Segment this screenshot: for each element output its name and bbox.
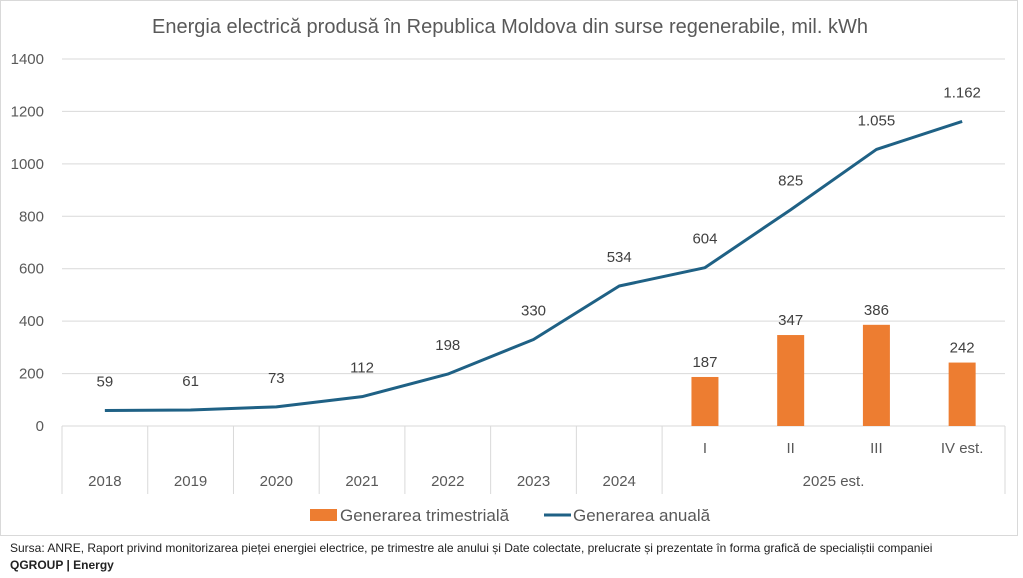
bar [777, 335, 805, 426]
line-data-label: 112 [350, 360, 374, 377]
bar [862, 324, 890, 426]
category-sublabel: II [787, 440, 795, 457]
bar-data-label: 386 [864, 302, 889, 319]
category-sublabel: III [870, 440, 883, 457]
category-group-label: 2022 [431, 473, 464, 490]
y-tick-label: 200 [19, 366, 44, 383]
category-group-label: 2023 [517, 473, 550, 490]
y-tick-label: 0 [36, 418, 44, 435]
bar-data-label: 347 [778, 312, 803, 329]
legend-label-anuala: Generarea anuală [573, 506, 711, 525]
line-data-label: 604 [692, 231, 717, 248]
line-series [104, 119, 963, 413]
line-data-label: 61 [182, 373, 199, 390]
y-axis-ticks: 0 200 400 600 800 1000 1200 1400 [11, 51, 44, 435]
line-data-label: 534 [607, 249, 632, 266]
chart-title: Energia electrică produsă în Republica M… [152, 16, 868, 38]
y-tick-label: 800 [19, 208, 44, 225]
category-sublabel: IV est. [941, 440, 984, 457]
line-data-label: 59 [97, 374, 114, 391]
category-axis: 2018 2019 2020 2021 2022 2023 2024 2025 est.I II… [61, 425, 1006, 494]
legend-swatch-trimestriala [310, 509, 337, 521]
bar [948, 362, 976, 426]
gridlines [62, 58, 1005, 375]
legend: Generarea trimestrială Generarea anuală [310, 506, 711, 525]
line-data-label: 1.162 [943, 84, 981, 101]
y-tick-label: 400 [19, 313, 44, 330]
y-tick-label: 1000 [11, 156, 44, 173]
bar-series [691, 324, 976, 426]
brand-label: QGROUP | Energy [10, 558, 114, 572]
bar-data-label: 242 [950, 340, 975, 357]
y-tick-label: 600 [19, 261, 44, 278]
line-data-label: 1.055 [858, 112, 896, 129]
y-tick-label: 1200 [11, 103, 44, 120]
category-group-label: 2024 [603, 473, 636, 490]
category-group-label: 2019 [174, 473, 207, 490]
data-labels: 187 347 386 242 59 61 73 112 198 330 534 604 825 1.05… [97, 84, 981, 390]
line-data-label: 330 [521, 302, 546, 319]
line-data-label: 73 [268, 370, 285, 387]
category-group-label: 2025 est. [803, 473, 865, 490]
line-data-label: 825 [778, 173, 803, 190]
line-data-label: 198 [435, 337, 460, 354]
chart: Energia electrică produsă în Republica M… [11, 16, 1006, 525]
chart-frame: Energia electrică produsă în Republica M… [0, 0, 1018, 536]
category-group-label: 2021 [345, 473, 378, 490]
source-note: Sursa: ANRE, Raport privind monitorizare… [10, 541, 933, 555]
bar [691, 376, 719, 426]
footer: Sursa: ANRE, Raport privind monitorizare… [10, 540, 932, 574]
category-group-label: 2018 [88, 473, 121, 490]
line-path [104, 119, 963, 413]
y-tick-label: 1400 [11, 51, 44, 68]
bar-data-label: 187 [692, 354, 717, 371]
category-sublabel: I [703, 440, 707, 457]
category-group-label: 2020 [260, 473, 293, 490]
legend-label-trimestriala: Generarea trimestrială [340, 506, 510, 525]
